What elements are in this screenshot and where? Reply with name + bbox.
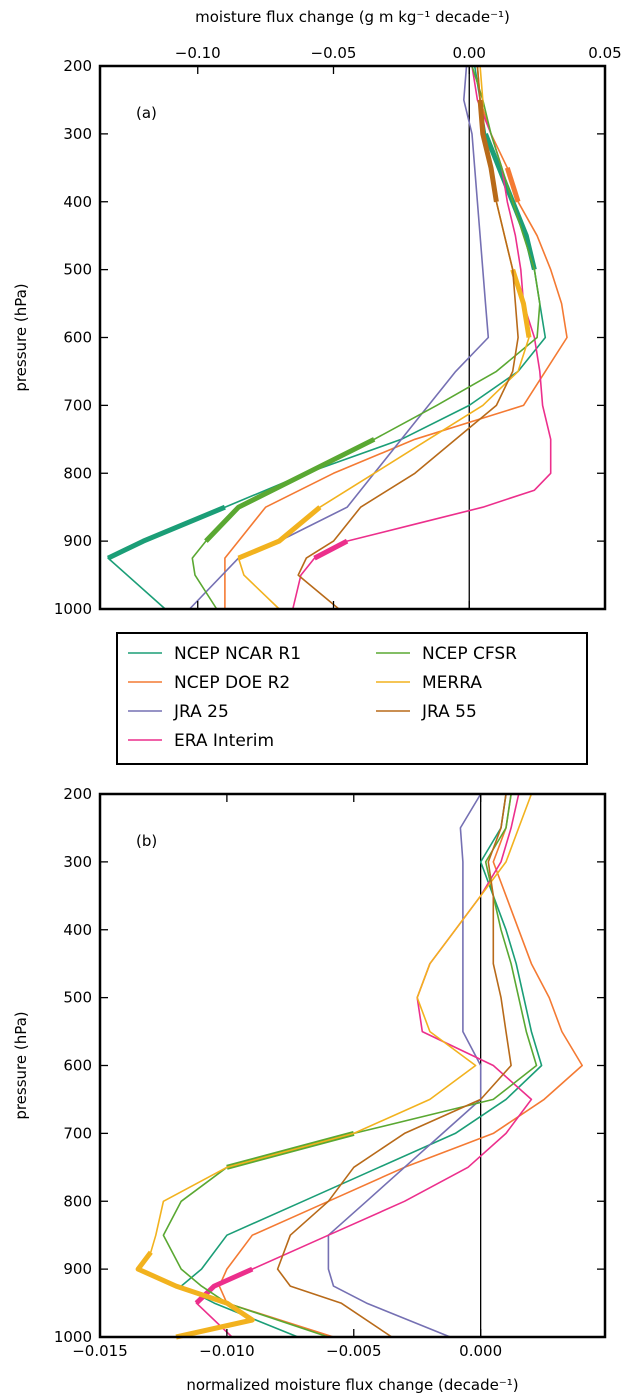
panel-b-frame: [98, 792, 607, 1339]
legend-label-jra-55: JRA 55: [421, 702, 477, 722]
y-tick-label: 800: [63, 1192, 92, 1210]
y-tick-label: 200: [63, 785, 92, 803]
y-tick-label: 300: [63, 853, 92, 871]
legend-label-ncep-doe-r2: NCEP DOE R2: [174, 673, 290, 693]
x-tick-label: −0.05: [311, 44, 357, 62]
y-tick-label: 1000: [54, 1328, 92, 1346]
panel-a-tag: (a): [136, 104, 157, 122]
panel-b: −0.015 −0.010 −0.005 0.000 200 300 400 500 600 70…: [12, 785, 607, 1394]
panel-b-ticks: −0.015 −0.010 −0.005 0.000 200 300 400 500 600 70…: [54, 785, 605, 1360]
y-tick-label: 500: [63, 261, 92, 279]
y-tick-label: 900: [63, 532, 92, 550]
panel-a: −0.10 −0.05 0.00 0.05 200 300 400 500 600 700 800 9…: [12, 8, 622, 618]
series-line-jra-25: [189, 65, 490, 610]
y-tick-label: 500: [63, 989, 92, 1007]
legend-label-ncep-cfsr: NCEP CFSR: [422, 644, 517, 664]
x-tick-label: 0.05: [588, 44, 621, 62]
legend-label-ncep-ncar-r1: NCEP NCAR R1: [174, 644, 301, 664]
x-tick-label: 0.000: [459, 1342, 502, 1360]
significant-segment-jra-55: [477, 99, 499, 203]
significant-segment-ncep-cfsr: [204, 437, 376, 543]
y-tick-label: 300: [63, 125, 92, 143]
y-tick-label: 600: [63, 329, 92, 347]
significant-segment-merra: [135, 1250, 255, 1340]
panel-b-lines: [135, 793, 584, 1340]
x-tick-label: −0.010: [199, 1342, 255, 1360]
series-line-ncep-cfsr: [191, 65, 541, 610]
legend: NCEP NCAR R1 NCEP DOE R2 JRA 25 ERA Interim…: [116, 632, 588, 765]
y-tick-label: 900: [63, 1260, 92, 1278]
y-tick-label: 200: [63, 57, 92, 75]
series-line-era-interim: [292, 65, 552, 610]
panel-a-lines: [107, 65, 568, 610]
panel-b-tag: (b): [136, 832, 157, 850]
series-line-merra: [137, 793, 533, 1338]
significant-segment-ncep-ncar-r1: [107, 504, 226, 561]
series-line-ncep-doe-r2: [224, 65, 568, 609]
legend-label-merra: MERRA: [422, 673, 482, 693]
x-tick-label: −0.10: [175, 44, 221, 62]
x-tick-label: 0.00: [453, 44, 486, 62]
panel-a-x-axis-label: moisture flux change (g m kg⁻¹ decade⁻¹): [195, 8, 510, 26]
series-line-jra-25: [327, 793, 482, 1338]
legend-label-era-interim: ERA Interim: [174, 731, 274, 751]
x-tick-label: −0.015: [72, 1342, 128, 1360]
y-tick-label: 600: [63, 1057, 92, 1075]
y-tick-label: 400: [63, 921, 92, 939]
panel-a-ticks: −0.10 −0.05 0.00 0.05 200 300 400 500 600 700 800 9…: [54, 44, 622, 618]
series-line-ncep-ncar-r1: [180, 793, 543, 1338]
panel-b-y-axis-label: pressure (hPa): [12, 1011, 30, 1119]
legend-label-jra-25: JRA 25: [173, 702, 229, 722]
x-tick-label: −0.005: [326, 1342, 382, 1360]
series-line-ncep-doe-r2: [218, 793, 584, 1338]
significant-segment-ncep-doe-r2: [504, 167, 521, 203]
y-tick-label: 700: [63, 1124, 92, 1142]
series-line-jra-55: [276, 793, 512, 1338]
legend-items: NCEP NCAR R1 NCEP DOE R2 JRA 25 ERA Interim…: [128, 644, 517, 751]
legend-box: [116, 632, 588, 765]
y-tick-label: 800: [63, 464, 92, 482]
significant-segment-merra: [237, 505, 322, 561]
panel-b-x-axis-label: normalized moisture flux change (decade⁻…: [186, 1376, 518, 1394]
significant-segment-merra: [510, 268, 532, 338]
y-tick-label: 1000: [54, 600, 92, 618]
y-tick-label: 700: [63, 396, 92, 414]
panel-a-y-axis-label: pressure (hPa): [12, 283, 30, 391]
y-tick-label: 400: [63, 193, 92, 211]
significant-segment-era-interim: [313, 538, 349, 561]
